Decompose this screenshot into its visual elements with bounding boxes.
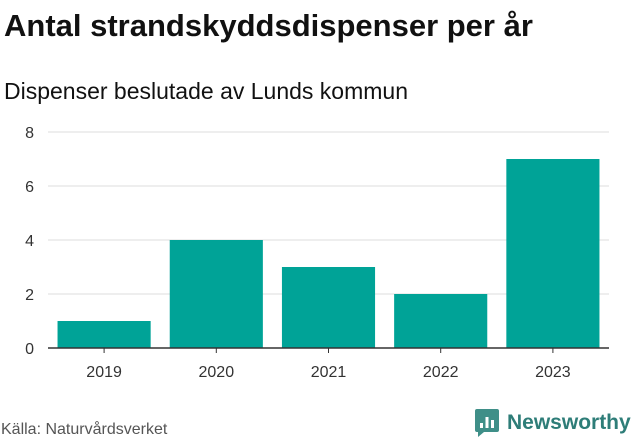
y-axis-ticks: 0 2 4 6 8: [25, 125, 34, 358]
bar-2020: [169, 240, 263, 348]
y-tick-label: 0: [25, 341, 34, 358]
y-tick-label: 6: [25, 179, 34, 196]
y-tick-label: 2: [25, 287, 34, 304]
x-tick-label: 2021: [311, 364, 347, 381]
chart-title: Antal strandskyddsdispenser per år: [4, 8, 533, 43]
newsworthy-logo-text: Newsworthy: [507, 411, 631, 434]
chart-subtitle: Dispenser beslutade av Lunds kommun: [4, 78, 409, 104]
bar-chart: 0 2 4 6 8 2019 2020 2021 2022 2023: [25, 125, 609, 381]
x-tick-label: 2022: [423, 364, 459, 381]
x-tick-label: 2019: [86, 364, 122, 381]
source-note: Källa: Naturvårdsverket: [1, 421, 168, 438]
x-axis-ticks: 2019 2020 2021 2022 2023: [86, 348, 571, 381]
bar-2019: [57, 321, 151, 348]
bar-2022: [394, 294, 488, 348]
newsworthy-logo: Newsworthy: [474, 407, 631, 439]
x-tick-label: 2023: [535, 364, 571, 381]
newsworthy-logo-icon: [475, 409, 499, 437]
y-tick-label: 8: [25, 125, 34, 142]
y-tick-label: 4: [25, 233, 34, 250]
bars: [57, 159, 600, 348]
bar-2021: [281, 267, 376, 348]
x-tick-label: 2020: [199, 364, 235, 381]
bar-2023: [506, 159, 600, 348]
